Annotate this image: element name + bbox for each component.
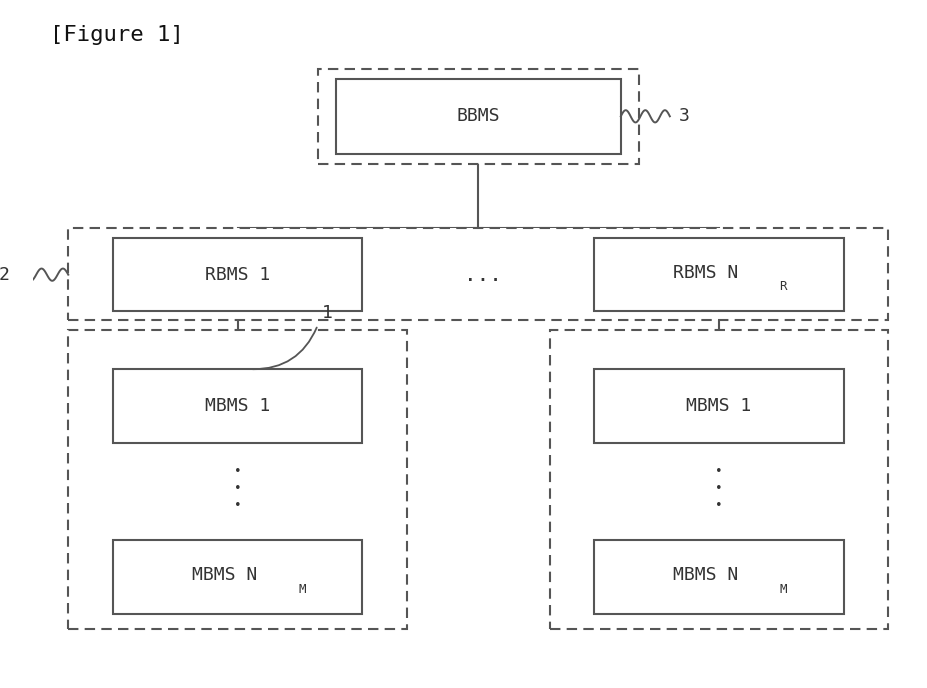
Bar [69, 330, 407, 630]
Text: RBMS 1: RBMS 1 [205, 266, 270, 283]
Text: •
•
•: • • • [715, 464, 722, 512]
Text: ...: ... [464, 265, 502, 285]
Text: M: M [298, 583, 305, 596]
Bar [593, 369, 843, 442]
Bar [336, 79, 620, 153]
Bar [69, 228, 887, 320]
Bar [549, 330, 887, 630]
Bar [113, 369, 362, 442]
Text: M: M [779, 583, 786, 596]
Bar [113, 238, 362, 312]
Text: 3: 3 [678, 107, 689, 125]
Bar [113, 540, 362, 614]
Text: BBMS: BBMS [456, 107, 500, 125]
Bar [593, 238, 843, 312]
Text: MBMS 1: MBMS 1 [685, 397, 751, 415]
Bar [593, 540, 843, 614]
Text: 1: 1 [322, 303, 333, 321]
Text: MBMS N: MBMS N [672, 566, 737, 584]
Text: RBMS N: RBMS N [672, 264, 737, 281]
Bar [317, 69, 638, 164]
Text: R: R [779, 281, 786, 293]
Text: [Figure 1]: [Figure 1] [50, 25, 184, 45]
Text: •
•
•: • • • [234, 464, 241, 512]
Text: MBMS 1: MBMS 1 [205, 397, 270, 415]
Text: MBMS N: MBMS N [191, 566, 257, 584]
Text: 2: 2 [0, 266, 9, 283]
